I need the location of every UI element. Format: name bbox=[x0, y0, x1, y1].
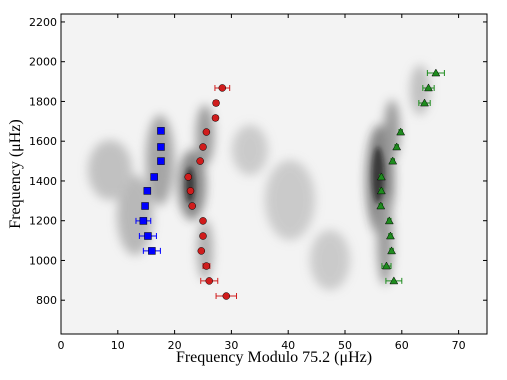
point bbox=[222, 292, 231, 300]
point bbox=[376, 186, 386, 195]
point bbox=[157, 157, 165, 165]
point bbox=[376, 201, 386, 210]
y-tick-label: 2200 bbox=[29, 16, 57, 29]
point bbox=[197, 247, 206, 255]
point bbox=[141, 202, 149, 210]
point bbox=[202, 128, 211, 136]
point bbox=[388, 156, 398, 165]
x-tick-label: 40 bbox=[281, 339, 295, 352]
x-tick-label: 70 bbox=[452, 339, 466, 352]
point bbox=[157, 127, 165, 135]
point bbox=[148, 247, 156, 255]
point bbox=[396, 127, 406, 136]
point bbox=[199, 232, 207, 240]
x-tick-label: 20 bbox=[168, 339, 182, 352]
point bbox=[386, 231, 395, 240]
point bbox=[376, 172, 386, 181]
y-tick-label: 1800 bbox=[29, 95, 57, 108]
x-tick-label: 0 bbox=[58, 339, 65, 352]
point bbox=[199, 143, 207, 151]
x-tick-label: 60 bbox=[395, 339, 409, 352]
point bbox=[211, 114, 220, 122]
point bbox=[202, 262, 211, 270]
point bbox=[389, 276, 399, 285]
point bbox=[196, 157, 204, 165]
point bbox=[424, 83, 433, 92]
point bbox=[144, 232, 152, 240]
y-tick-label: 1200 bbox=[29, 215, 57, 228]
point bbox=[186, 187, 195, 195]
point bbox=[387, 246, 397, 255]
point bbox=[184, 173, 192, 181]
point bbox=[150, 173, 158, 181]
y-tick-label: 1400 bbox=[29, 175, 57, 188]
point bbox=[384, 216, 394, 225]
point bbox=[157, 143, 165, 151]
x-tick-label: 30 bbox=[224, 339, 238, 352]
x-tick-label: 10 bbox=[111, 339, 125, 352]
y-axis-label: Frequency (μHz) bbox=[7, 119, 24, 228]
point bbox=[420, 98, 429, 107]
plot-frame bbox=[60, 13, 488, 335]
y-tick-label: 2000 bbox=[29, 56, 57, 69]
point bbox=[212, 99, 220, 107]
point bbox=[188, 202, 196, 210]
point bbox=[143, 187, 152, 195]
point bbox=[382, 261, 391, 270]
point bbox=[205, 277, 213, 285]
y-tick-label: 1600 bbox=[29, 135, 57, 148]
point bbox=[139, 217, 148, 225]
point bbox=[392, 142, 402, 151]
point bbox=[199, 217, 207, 225]
y-tick-label: 1000 bbox=[29, 254, 57, 267]
point bbox=[431, 68, 441, 77]
y-tick-label: 800 bbox=[36, 294, 57, 307]
x-axis-label: Frequency Modulo 75.2 (μHz) bbox=[176, 349, 372, 366]
x-tick-label: 50 bbox=[338, 339, 352, 352]
power-background bbox=[61, 14, 487, 334]
point bbox=[218, 84, 227, 92]
